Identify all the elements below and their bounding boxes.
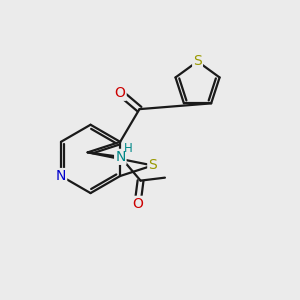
Text: S: S: [193, 54, 202, 68]
Text: O: O: [115, 86, 126, 100]
Text: N: N: [56, 169, 66, 183]
Text: O: O: [132, 197, 143, 211]
Text: H: H: [123, 142, 132, 155]
Text: S: S: [148, 158, 157, 172]
Text: N: N: [115, 150, 125, 164]
